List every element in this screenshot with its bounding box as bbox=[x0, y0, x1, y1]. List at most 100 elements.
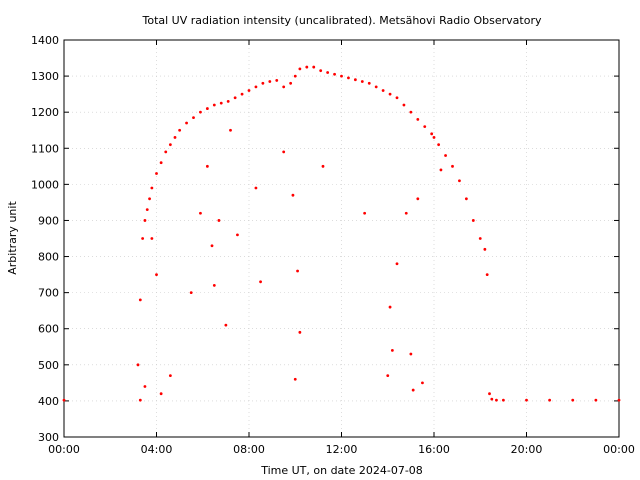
data-point bbox=[395, 262, 399, 266]
y-tick-label: 500 bbox=[38, 359, 59, 372]
data-point bbox=[62, 398, 66, 402]
data-point bbox=[367, 81, 371, 85]
data-point bbox=[217, 219, 221, 222]
data-point bbox=[340, 74, 343, 78]
data-point bbox=[143, 385, 147, 388]
data-point bbox=[282, 150, 286, 154]
data-point bbox=[525, 398, 528, 402]
data-point bbox=[312, 65, 316, 69]
data-point bbox=[145, 208, 149, 212]
x-tick-label: 20:00 bbox=[511, 443, 543, 456]
data-point bbox=[155, 273, 158, 276]
y-axis-label: Arbitrary unit bbox=[6, 201, 19, 275]
data-point bbox=[150, 186, 154, 190]
data-point bbox=[296, 269, 299, 273]
data-point bbox=[395, 96, 399, 100]
data-point bbox=[148, 197, 151, 201]
data-point bbox=[388, 305, 392, 309]
data-point bbox=[210, 244, 214, 248]
data-point bbox=[275, 79, 279, 82]
data-point bbox=[386, 374, 390, 378]
y-tick-label: 300 bbox=[38, 431, 59, 444]
data-point bbox=[319, 69, 323, 73]
x-tick-label: 00:00 bbox=[603, 443, 635, 456]
data-point bbox=[423, 125, 427, 129]
data-point bbox=[411, 388, 415, 392]
data-point bbox=[293, 377, 297, 381]
data-point bbox=[437, 143, 441, 147]
y-tick-label: 400 bbox=[38, 395, 59, 408]
x-tick-label: 12:00 bbox=[326, 443, 358, 456]
data-point bbox=[353, 78, 357, 82]
x-axis-label: Time UT, on date 2024-07-08 bbox=[260, 464, 423, 477]
data-point bbox=[291, 193, 295, 197]
data-point bbox=[159, 392, 163, 396]
plot-frame bbox=[63, 39, 620, 438]
data-point bbox=[212, 103, 216, 107]
data-point bbox=[136, 363, 140, 367]
data-point bbox=[404, 211, 408, 215]
data-point bbox=[409, 352, 413, 356]
data-point bbox=[229, 128, 232, 132]
data-point bbox=[464, 197, 468, 201]
data-point bbox=[305, 65, 309, 69]
data-point bbox=[409, 110, 413, 114]
data-point bbox=[293, 74, 297, 78]
data-point bbox=[205, 107, 209, 110]
data-point bbox=[416, 118, 420, 121]
data-point bbox=[360, 80, 364, 83]
data-point bbox=[192, 116, 195, 119]
data-point bbox=[240, 92, 244, 96]
data-point bbox=[254, 85, 258, 89]
data-point bbox=[236, 233, 239, 237]
data-point bbox=[159, 161, 163, 165]
data-point bbox=[439, 168, 443, 172]
data-point bbox=[458, 179, 461, 183]
data-point bbox=[432, 136, 436, 139]
data-point bbox=[333, 72, 336, 76]
data-point bbox=[471, 219, 475, 222]
data-point bbox=[495, 398, 498, 402]
data-point bbox=[138, 298, 142, 302]
data-point bbox=[416, 197, 420, 201]
data-point bbox=[224, 323, 228, 327]
data-point bbox=[571, 398, 575, 402]
data-point bbox=[219, 101, 223, 105]
data-point bbox=[141, 237, 145, 240]
data-point bbox=[261, 81, 265, 85]
data-point bbox=[185, 121, 188, 125]
data-point bbox=[321, 164, 325, 168]
data-point bbox=[205, 164, 209, 168]
x-tick-label: 04:00 bbox=[141, 443, 173, 456]
data-point bbox=[282, 85, 286, 89]
data-point bbox=[430, 132, 434, 136]
data-point bbox=[164, 150, 168, 154]
data-point bbox=[259, 280, 262, 284]
data-point bbox=[298, 67, 302, 71]
ticks: 300 400 500 600 700 800 900 1000 1100 1200 1300 140… bbox=[31, 34, 635, 456]
data-point bbox=[212, 284, 216, 287]
data-point bbox=[247, 89, 251, 92]
data-point bbox=[374, 85, 378, 89]
y-tick-label: 800 bbox=[38, 251, 59, 264]
data-point bbox=[254, 186, 258, 190]
data-point bbox=[501, 398, 505, 402]
data-point bbox=[617, 398, 621, 402]
data-point bbox=[388, 92, 392, 96]
data-point bbox=[168, 374, 172, 378]
data-point bbox=[347, 76, 350, 80]
y-tick-label: 1200 bbox=[31, 106, 59, 119]
data-points bbox=[62, 65, 621, 402]
y-tick-label: 1400 bbox=[31, 34, 59, 47]
y-tick-label: 1300 bbox=[31, 70, 59, 83]
data-point bbox=[199, 211, 202, 215]
x-tick-label: 08:00 bbox=[233, 443, 265, 456]
data-point bbox=[483, 247, 487, 251]
data-point bbox=[594, 398, 598, 402]
data-point bbox=[485, 273, 489, 276]
data-point bbox=[381, 89, 385, 92]
x-tick-label: 16:00 bbox=[418, 443, 450, 456]
data-point bbox=[326, 71, 330, 74]
grid bbox=[64, 40, 619, 437]
data-point bbox=[168, 143, 172, 147]
